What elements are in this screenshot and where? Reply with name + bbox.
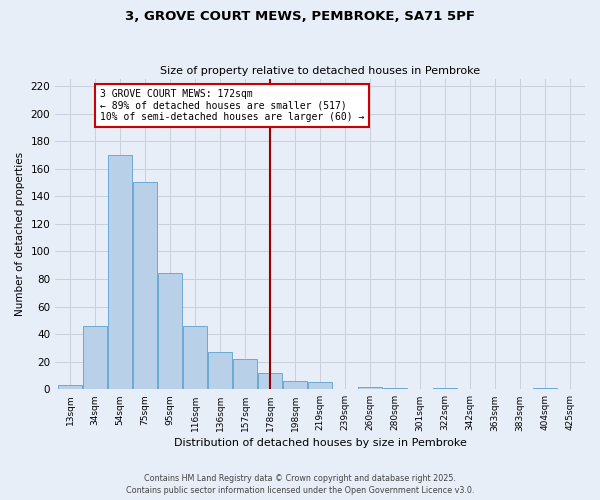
X-axis label: Distribution of detached houses by size in Pembroke: Distribution of detached houses by size … (173, 438, 467, 448)
Bar (258, 373, 282, 390)
Bar (358, 386, 382, 390)
Bar (58, 385, 82, 390)
Bar (433, 388, 457, 390)
Bar (233, 359, 257, 390)
Text: 3, GROVE COURT MEWS, PEMBROKE, SA71 5PF: 3, GROVE COURT MEWS, PEMBROKE, SA71 5PF (125, 10, 475, 23)
Y-axis label: Number of detached properties: Number of detached properties (15, 152, 25, 316)
Bar (383, 388, 407, 390)
Text: 3 GROVE COURT MEWS: 172sqm
← 89% of detached houses are smaller (517)
10% of sem: 3 GROVE COURT MEWS: 172sqm ← 89% of deta… (100, 88, 365, 122)
Bar (283, 381, 307, 390)
Bar (108, 155, 132, 390)
Text: Contains HM Land Registry data © Crown copyright and database right 2025.
Contai: Contains HM Land Registry data © Crown c… (126, 474, 474, 495)
Bar (533, 388, 557, 390)
Bar (83, 326, 107, 390)
Bar (208, 352, 232, 390)
Bar (308, 382, 332, 390)
Bar (158, 274, 182, 390)
Bar (133, 182, 157, 390)
Title: Size of property relative to detached houses in Pembroke: Size of property relative to detached ho… (160, 66, 480, 76)
Bar (183, 326, 207, 390)
